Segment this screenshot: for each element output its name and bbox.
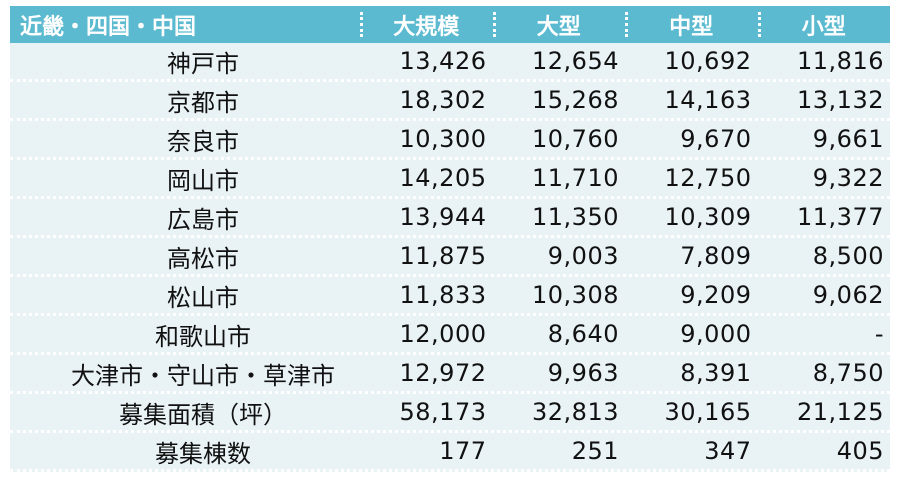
table-cell: 10,300 — [399, 125, 487, 153]
table-cell: 18,302 — [399, 86, 487, 114]
table-cell: 8,750 — [812, 359, 884, 387]
table-cell: 347 — [704, 437, 752, 465]
header-region: 近畿・四国・中国 — [20, 14, 197, 40]
table-cell: 21,125 — [797, 398, 884, 426]
table-row: 京都市 18,302 15,268 14,163 13,132 — [10, 82, 890, 121]
table-row: 広島市 13,944 11,350 10,309 11,377 — [10, 199, 890, 238]
table-cell: 9,209 — [680, 281, 752, 309]
row-label: 大津市・守山市・草津市 — [71, 361, 335, 390]
table-cell: 9,670 — [680, 125, 752, 153]
table-header-row: 近畿・四国・中国 大規模 大型 中型 小型 — [10, 6, 890, 43]
table-cell: 8,500 — [812, 242, 884, 270]
table-body: 神戸市 13,426 12,654 10,692 11,816 京都市 18,302 15,2… — [10, 43, 890, 472]
table-cell: 10,692 — [664, 47, 752, 75]
table-cell: 14,163 — [664, 86, 752, 114]
row-label: 高松市 — [167, 244, 239, 273]
row-label: 岡山市 — [167, 166, 239, 195]
row-label: 奈良市 — [167, 127, 239, 156]
row-label: 京都市 — [167, 88, 239, 117]
table-row: 和歌山市 12,000 8,640 9,000 - — [10, 316, 890, 355]
header-medium: 中型 — [625, 6, 758, 43]
table-cell: 9,963 — [547, 359, 619, 387]
table-row: 募集棟数 177 251 347 405 — [10, 433, 890, 472]
row-label: 神戸市 — [167, 49, 239, 78]
table-cell: 9,062 — [812, 281, 884, 309]
table-cell: 11,350 — [532, 203, 619, 231]
row-label: 和歌山市 — [155, 322, 251, 351]
table-cell: 9,661 — [812, 125, 884, 153]
table-cell: 251 — [571, 437, 619, 465]
table-cell: 9,000 — [680, 320, 752, 348]
table-cell: 15,268 — [532, 86, 619, 114]
table-cell: 13,426 — [399, 47, 487, 75]
table-row: 岡山市 14,205 11,710 12,750 9,322 — [10, 160, 890, 199]
table-cell: 10,309 — [664, 203, 752, 231]
rent-table: 近畿・四国・中国 大規模 大型 中型 小型 神戸市 13,426 12,654 10,… — [10, 6, 890, 472]
table-cell: 9,322 — [812, 164, 884, 192]
table-cell: 11,710 — [532, 164, 619, 192]
table-cell: 58,173 — [399, 398, 487, 426]
table-cell: 7,809 — [680, 242, 752, 270]
table-row: 募集面積（坪） 58,173 32,813 30,165 21,125 — [10, 394, 890, 433]
table-row: 奈良市 10,300 10,760 9,670 9,661 — [10, 121, 890, 160]
table-cell: 12,972 — [399, 359, 487, 387]
table-cell: 11,377 — [797, 203, 884, 231]
header-large-scale: 大規模 — [360, 6, 493, 43]
table-cell: 405 — [836, 437, 884, 465]
table-cell: 12,654 — [532, 47, 619, 75]
table-cell: 13,944 — [399, 203, 487, 231]
table-cell: 11,816 — [797, 47, 884, 75]
table-row: 高松市 11,875 9,003 7,809 8,500 — [10, 238, 890, 277]
table-cell: 10,308 — [532, 281, 619, 309]
header-small: 小型 — [757, 6, 891, 43]
table-row: 松山市 11,833 10,308 9,209 9,062 — [10, 277, 890, 316]
header-large: 大型 — [492, 6, 626, 43]
row-label: 松山市 — [167, 283, 239, 312]
table-cell: 10,760 — [532, 125, 619, 153]
table-cell: 30,165 — [664, 398, 752, 426]
table-cell: 8,391 — [680, 359, 752, 387]
row-label: 募集棟数 — [155, 439, 251, 468]
table-row: 大津市・守山市・草津市 12,972 9,963 8,391 8,750 — [10, 355, 890, 394]
table-cell: 11,833 — [399, 281, 487, 309]
table-cell: 12,750 — [664, 164, 752, 192]
table-cell: 9,003 — [547, 242, 619, 270]
table-cell: 12,000 — [399, 320, 487, 348]
table-cell: 32,813 — [532, 398, 619, 426]
row-label: 募集面積（坪） — [119, 400, 287, 429]
table-cell: 11,875 — [399, 242, 487, 270]
table-cell: 177 — [439, 437, 487, 465]
table-cell: 14,205 — [399, 164, 487, 192]
row-label: 広島市 — [167, 205, 239, 234]
table-cell: 8,640 — [547, 320, 619, 348]
table-cell: 13,132 — [797, 86, 884, 114]
table-cell: - — [874, 320, 884, 348]
table-row: 神戸市 13,426 12,654 10,692 11,816 — [10, 43, 890, 82]
